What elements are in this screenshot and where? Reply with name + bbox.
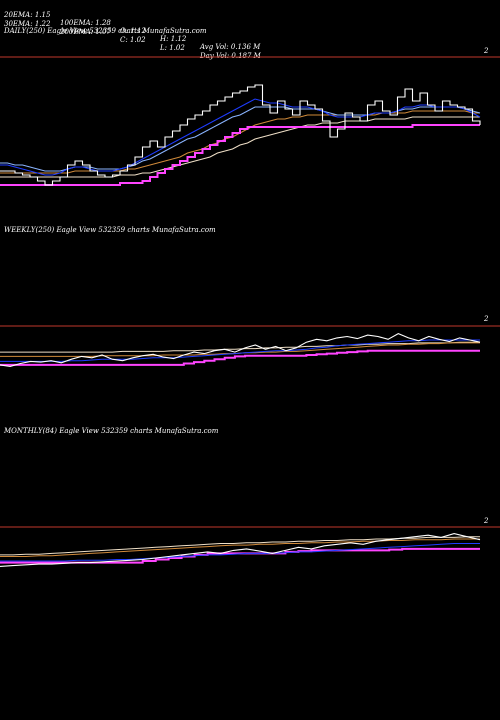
open-value: O: 1.12 [120, 27, 146, 35]
monthly-ema20-line [0, 543, 480, 562]
close-value: C: 1.02 [120, 36, 146, 44]
weekly-support-line [0, 349, 480, 366]
monthly-price-line [0, 533, 481, 567]
daily-ema200-line [0, 116, 480, 178]
daily-panel-title: DAILY(250) Eagle View 532359 charts Muna… [4, 27, 207, 35]
low-value: L: 1.02 [160, 44, 185, 52]
avg-vol-value: Avg Vol: 0.136 M [200, 43, 261, 51]
day-vol-value: Day Vol: 0.187 M [200, 52, 261, 60]
monthly-panel-title: MONTHLY(84) Eagle View 532359 charts Mun… [4, 427, 219, 435]
daily-ema100-line [0, 110, 480, 174]
daily-price-line [0, 84, 481, 186]
monthly-support-line [0, 547, 480, 564]
weekly-axis-tick-label: 2 [483, 315, 489, 323]
ema20-value: 20EMA: 1.15 [4, 11, 51, 19]
ema200-value: 200EMA: 1.07 [60, 28, 111, 36]
daily-support-line [0, 124, 480, 186]
weekly-panel-title: WEEKLY(250) Eagle View 532359 charts Mun… [4, 226, 216, 234]
daily-ema20-line [0, 98, 481, 176]
header-row-1: 20EMA: 1.15 100EMA: 1.28 O: 1.12 H: 1.12… [4, 3, 260, 51]
ema100-value: 100EMA: 1.28 [60, 19, 111, 27]
weekly-ema200-line [0, 341, 480, 353]
header-row-2: 30EMA: 1.22 200EMA: 1.07 C: 1.02 L: 1.02… [4, 12, 261, 60]
ema30-value: 30EMA: 1.22 [4, 20, 51, 28]
daily-axis-tick-label: 2 [483, 47, 489, 55]
monthly-axis-tick-label: 2 [483, 517, 489, 525]
weekly-price-line [0, 332, 481, 367]
high-value: H: 1.12 [160, 35, 187, 43]
daily-ema30-line [0, 106, 481, 172]
monthly-ema100-line [0, 538, 480, 557]
weekly-ema20-line [0, 339, 480, 362]
